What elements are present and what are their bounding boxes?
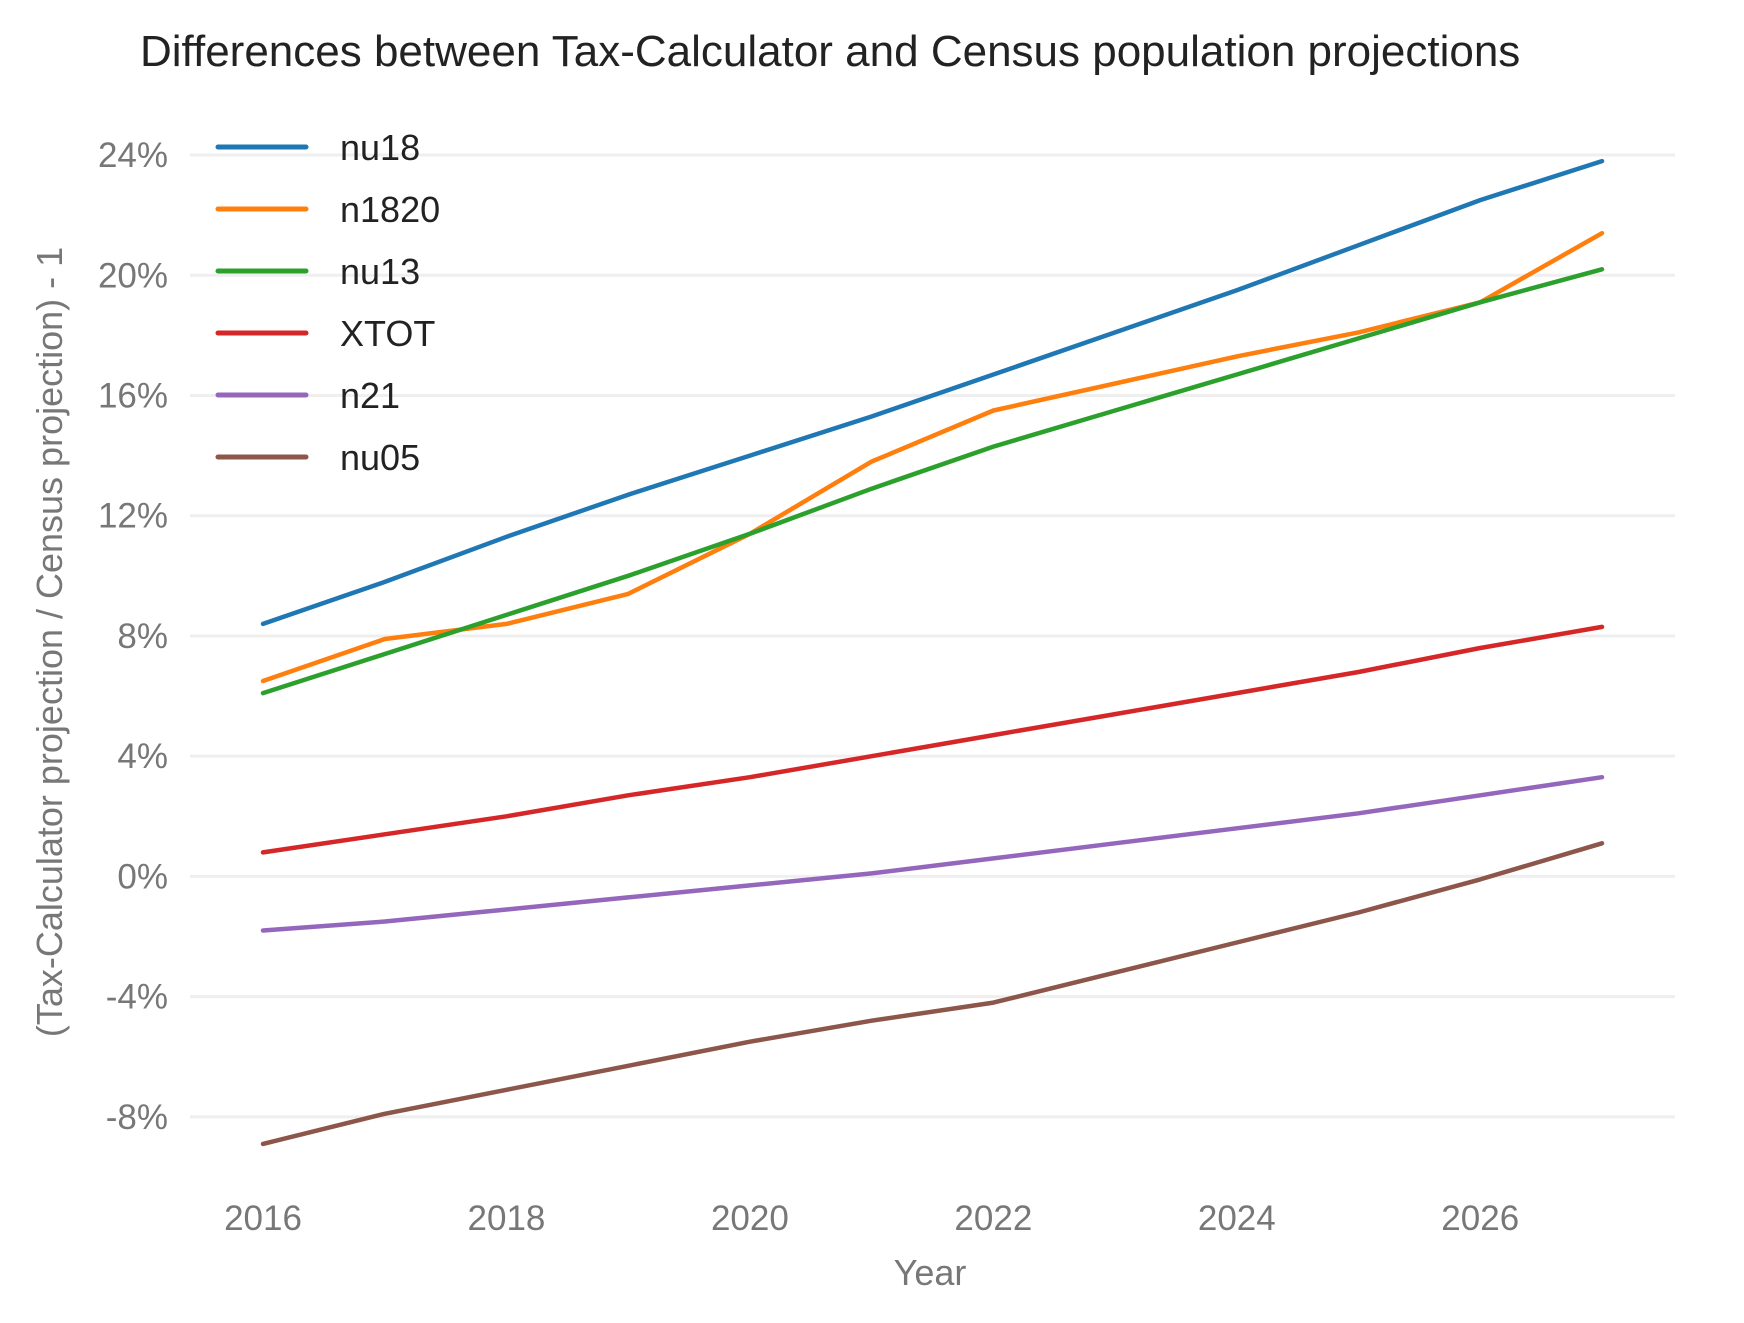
y-tick-label: 16%: [98, 377, 168, 416]
x-tick-label: 2018: [468, 1199, 546, 1238]
y-axis-label: (Tax-Calculator projection / Census proj…: [29, 247, 70, 1037]
legend-label-n21: n21: [340, 375, 400, 416]
x-tick-label: 2020: [711, 1199, 789, 1238]
series-lines: [260, 158, 1605, 1147]
y-axis-ticks: -8% -4% 0% 4% 8% 12% 16% 20% 24%: [98, 136, 168, 1137]
x-tick-label: 2024: [1198, 1199, 1276, 1238]
y-tick-label: 4%: [117, 737, 168, 776]
legend-label-nu13: nu13: [340, 251, 420, 292]
legend-label-XTOT: XTOT: [340, 313, 435, 354]
legend: nu18 n1820 nu13 XTOT n21 nu05: [215, 127, 440, 478]
x-tick-label: 2026: [1441, 1199, 1519, 1238]
x-axis-label: Year: [894, 1252, 967, 1293]
y-tick-label: 8%: [117, 617, 168, 656]
y-tick-label: 20%: [98, 256, 168, 295]
y-tick-label: -8%: [106, 1098, 168, 1137]
y-tick-label: 12%: [98, 497, 168, 536]
series-line-nu05: [260, 841, 1605, 1147]
series-line-XTOT: [260, 624, 1605, 855]
x-tick-label: 2016: [224, 1199, 302, 1238]
legend-label-n1820: n1820: [340, 189, 440, 230]
legend-label-nu05: nu05: [340, 437, 420, 478]
y-tick-label: -4%: [106, 978, 168, 1017]
x-axis-ticks: 2016 2018 2020 2022 2024 2026: [224, 1199, 1519, 1238]
y-tick-label: 24%: [98, 136, 168, 175]
series-line-n1820: [260, 230, 1605, 684]
y-tick-label: 0%: [117, 857, 168, 896]
series-line-nu18: [260, 158, 1605, 627]
legend-label-nu18: nu18: [340, 127, 420, 168]
chart-title: Differences between Tax-Calculator and C…: [140, 27, 1520, 76]
series-line-nu13: [260, 267, 1605, 696]
x-tick-label: 2022: [954, 1199, 1032, 1238]
series-line-n21: [260, 774, 1605, 933]
